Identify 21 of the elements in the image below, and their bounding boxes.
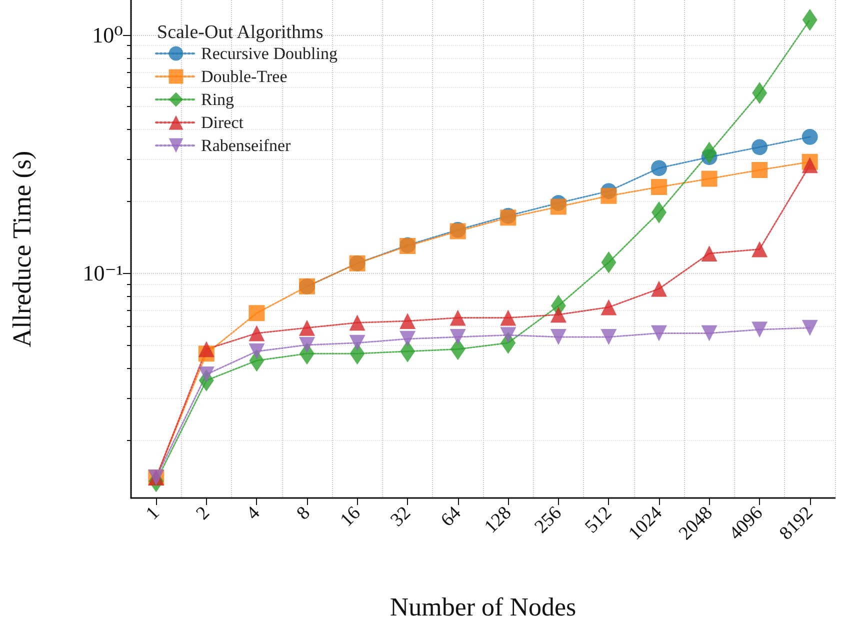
x-tick-label: 256 — [530, 502, 566, 538]
x-tick-label: 8 — [292, 502, 314, 524]
x-axis-title: Number of Nodes — [390, 592, 576, 622]
y-tick-label: 10⁻¹ — [82, 260, 123, 286]
x-tick-label: 512 — [581, 502, 616, 538]
x-tick-label: 4 — [242, 502, 264, 524]
x-tick-label: 8192 — [776, 502, 818, 544]
y-axis-title: Allreduce Time (s) — [8, 150, 36, 348]
legend-label: Ring — [201, 90, 235, 109]
x-tick-label: 16 — [336, 502, 365, 531]
legend-label: Rabenseifner — [201, 136, 292, 155]
x-tick-label: 64 — [437, 502, 466, 531]
y-tick-label: 10⁰ — [92, 22, 124, 48]
legend-label: Recursive Doubling — [201, 44, 338, 63]
legend-label: Direct — [201, 113, 244, 132]
legend-title: Scale-Out Algorithms — [157, 22, 324, 43]
x-tick-label: 128 — [480, 502, 516, 538]
legend-label: Double-Tree — [201, 67, 288, 86]
x-tick-label: 2 — [192, 502, 214, 524]
x-tick-label: 1 — [142, 502, 164, 524]
x-tick-label: 32 — [386, 502, 415, 531]
